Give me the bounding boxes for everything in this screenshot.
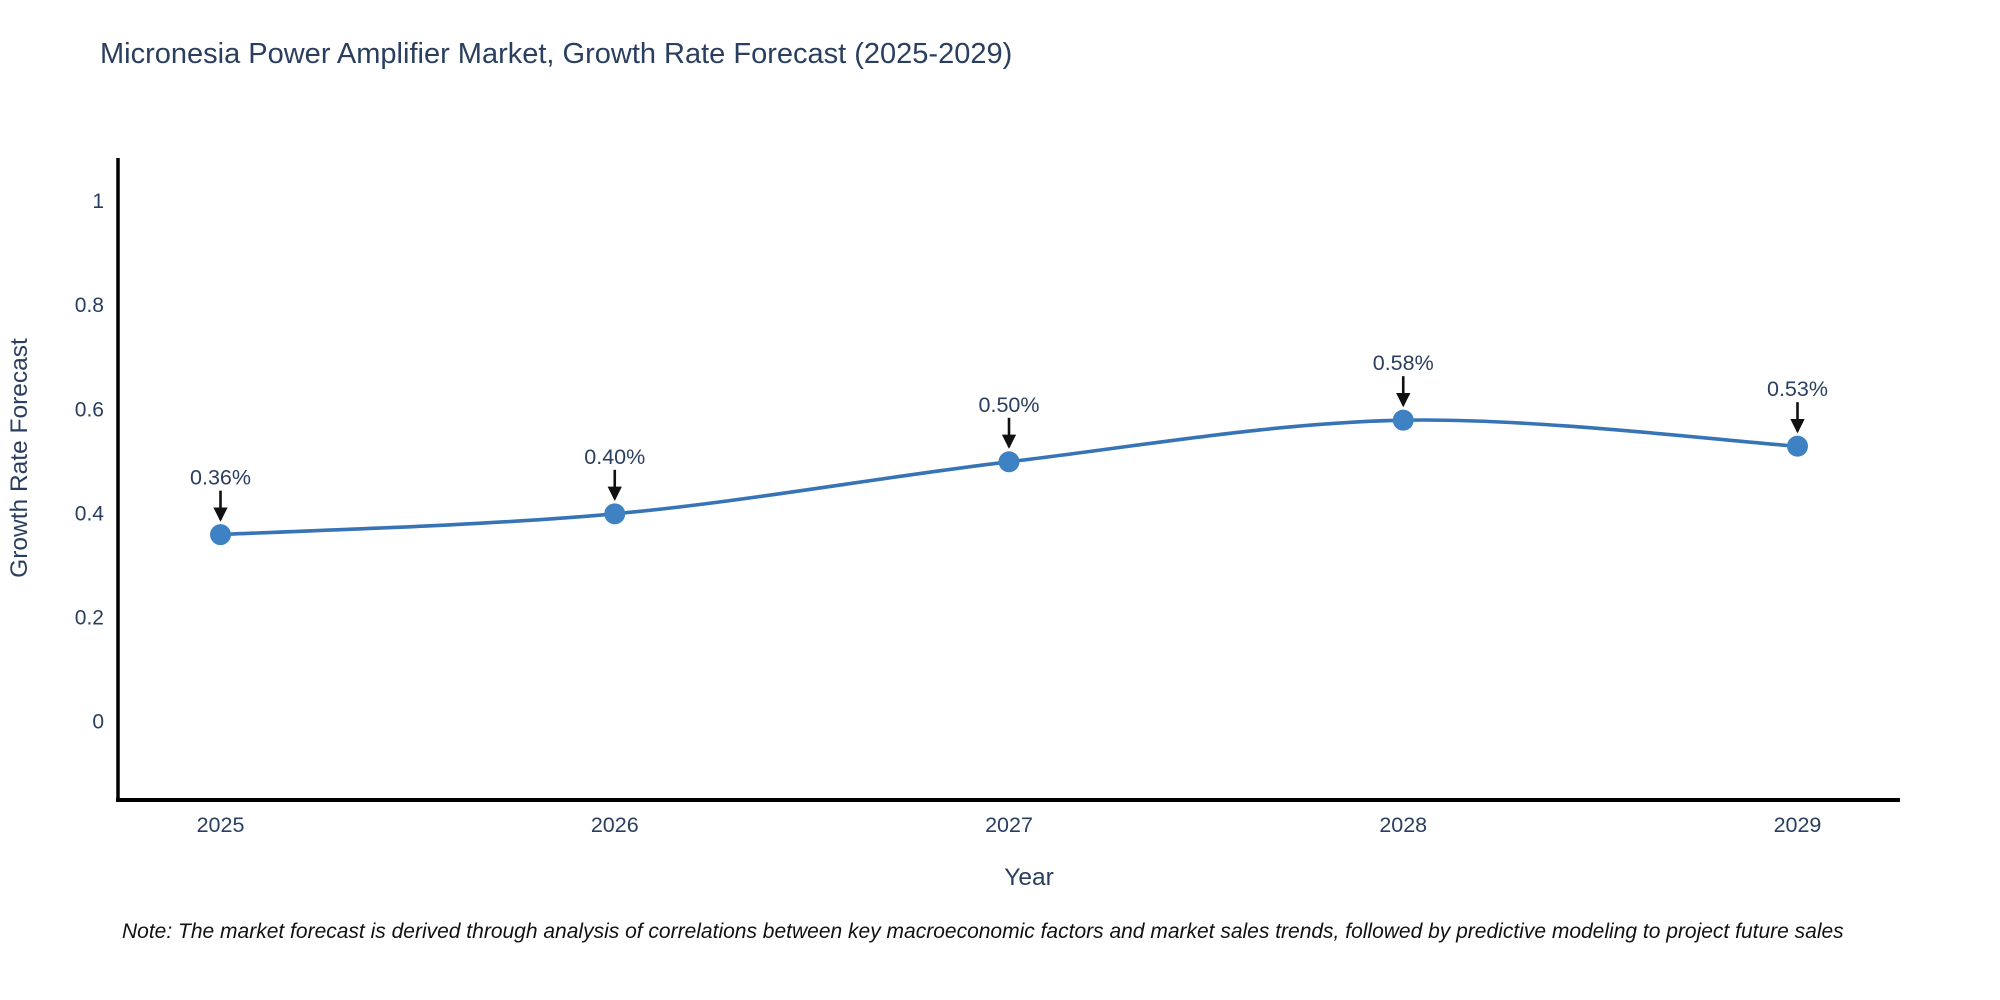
x-tick-label: 2025 — [197, 813, 245, 837]
x-tick-label: 2027 — [985, 813, 1033, 837]
data-point-marker — [604, 503, 626, 525]
x-tick-label: 2026 — [591, 813, 639, 837]
x-tick-label: 2028 — [1379, 813, 1427, 837]
y-tick-label: 0.4 — [75, 502, 105, 525]
y-axis-title: Growth Rate Forecast — [6, 338, 33, 578]
x-tick-label: 2029 — [1774, 813, 1822, 837]
y-tick-label: 0 — [92, 710, 104, 733]
data-point-marker — [998, 451, 1020, 473]
data-point-label: 0.40% — [584, 445, 645, 469]
chart-footnote: Note: The market forecast is derived thr… — [122, 920, 1844, 943]
x-axis-title: Year — [1004, 864, 1054, 891]
y-tick-label: 0.2 — [75, 606, 104, 629]
chart-title: Micronesia Power Amplifier Market, Growt… — [100, 38, 1013, 70]
data-point-label: 0.50% — [979, 393, 1040, 417]
data-point-label: 0.53% — [1767, 377, 1828, 401]
data-point-label: 0.58% — [1373, 351, 1434, 375]
data-point-label: 0.36% — [190, 466, 251, 490]
y-tick-label: 0.8 — [75, 294, 104, 317]
data-point-marker — [1392, 409, 1414, 431]
y-tick-label: 0.6 — [75, 398, 104, 421]
y-tick-label: 1 — [92, 190, 104, 213]
data-point-marker — [210, 524, 232, 546]
data-point-marker — [1786, 435, 1808, 457]
